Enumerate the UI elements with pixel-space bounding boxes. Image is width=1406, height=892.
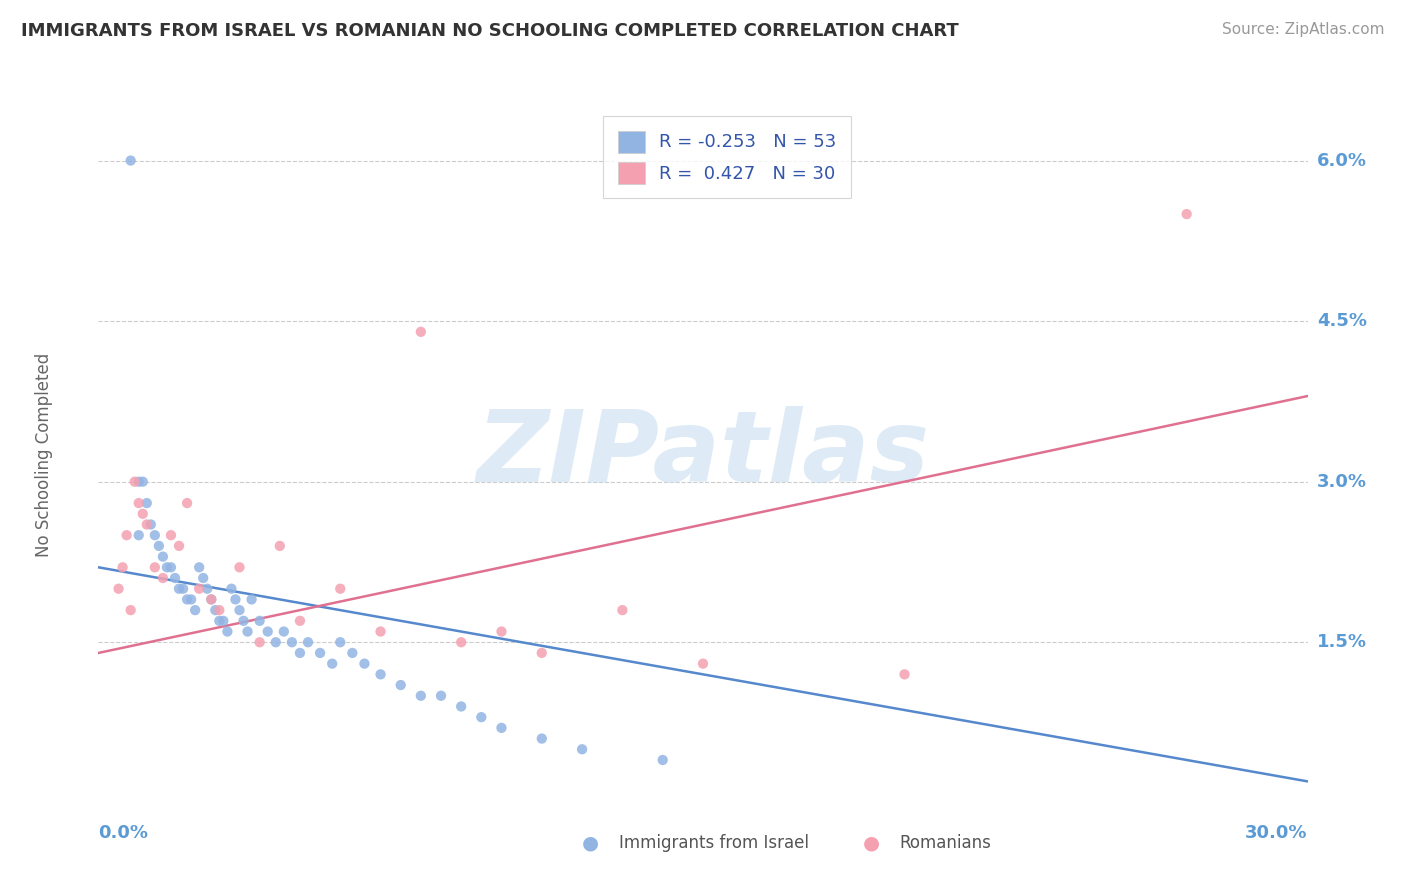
Point bbox=[288, 614, 311, 628]
Point bbox=[143, 528, 166, 542]
Point bbox=[389, 678, 412, 692]
Legend: R = -0.253   N = 53, R =  0.427   N = 30: R = -0.253 N = 53, R = 0.427 N = 30 bbox=[603, 116, 851, 198]
Text: 4.5%: 4.5% bbox=[1317, 312, 1367, 330]
Point bbox=[530, 646, 553, 660]
Point bbox=[107, 582, 129, 596]
Point bbox=[193, 571, 215, 585]
Point bbox=[188, 582, 211, 596]
Point bbox=[893, 667, 915, 681]
Point bbox=[409, 325, 432, 339]
Point bbox=[321, 657, 343, 671]
Point bbox=[188, 560, 211, 574]
Point bbox=[530, 731, 553, 746]
Text: ZIPatlas: ZIPatlas bbox=[477, 407, 929, 503]
Point bbox=[167, 582, 190, 596]
Point bbox=[491, 624, 513, 639]
Point bbox=[651, 753, 673, 767]
Point bbox=[148, 539, 170, 553]
Point bbox=[195, 582, 218, 596]
Point bbox=[160, 528, 183, 542]
Point bbox=[221, 582, 243, 596]
Point bbox=[269, 539, 291, 553]
Point bbox=[128, 528, 150, 542]
Point bbox=[128, 496, 150, 510]
Point bbox=[236, 624, 259, 639]
Point bbox=[115, 528, 138, 542]
Point bbox=[450, 699, 472, 714]
Point bbox=[135, 517, 157, 532]
Text: No Schooling Completed: No Schooling Completed bbox=[35, 353, 53, 557]
Point bbox=[329, 582, 352, 596]
Point bbox=[160, 560, 183, 574]
Point bbox=[264, 635, 287, 649]
Point bbox=[172, 582, 194, 596]
Point bbox=[342, 646, 364, 660]
Point bbox=[450, 635, 472, 649]
Point bbox=[204, 603, 226, 617]
Point bbox=[430, 689, 453, 703]
Text: IMMIGRANTS FROM ISRAEL VS ROMANIAN NO SCHOOLING COMPLETED CORRELATION CHART: IMMIGRANTS FROM ISRAEL VS ROMANIAN NO SC… bbox=[21, 22, 959, 40]
Point bbox=[309, 646, 332, 660]
Point bbox=[297, 635, 319, 649]
Text: 30.0%: 30.0% bbox=[1246, 823, 1308, 842]
Text: ●: ● bbox=[582, 833, 599, 853]
Point bbox=[124, 475, 146, 489]
Point bbox=[256, 624, 278, 639]
Point bbox=[1175, 207, 1198, 221]
Point bbox=[470, 710, 492, 724]
Point bbox=[273, 624, 295, 639]
Point bbox=[281, 635, 304, 649]
Point bbox=[156, 560, 179, 574]
Point bbox=[176, 496, 198, 510]
Point bbox=[120, 153, 142, 168]
Point bbox=[228, 603, 250, 617]
Point bbox=[409, 689, 432, 703]
Point bbox=[128, 475, 150, 489]
Point bbox=[176, 592, 198, 607]
Point bbox=[288, 646, 311, 660]
Point bbox=[353, 657, 375, 671]
Point bbox=[139, 517, 162, 532]
Point bbox=[249, 614, 271, 628]
Point bbox=[232, 614, 254, 628]
Point bbox=[167, 539, 190, 553]
Point bbox=[132, 507, 155, 521]
Point bbox=[228, 560, 250, 574]
Point bbox=[491, 721, 513, 735]
Point bbox=[200, 592, 222, 607]
Text: ●: ● bbox=[863, 833, 880, 853]
Point bbox=[152, 571, 174, 585]
Point bbox=[163, 571, 186, 585]
Point bbox=[370, 624, 392, 639]
Text: 3.0%: 3.0% bbox=[1317, 473, 1367, 491]
Point bbox=[180, 592, 202, 607]
Point bbox=[143, 560, 166, 574]
Point bbox=[571, 742, 593, 756]
Point bbox=[132, 475, 155, 489]
Point bbox=[135, 496, 157, 510]
Point bbox=[370, 667, 392, 681]
Point bbox=[217, 624, 239, 639]
Point bbox=[152, 549, 174, 564]
Point bbox=[612, 603, 634, 617]
Point bbox=[329, 635, 352, 649]
Point bbox=[212, 614, 235, 628]
Text: 1.5%: 1.5% bbox=[1317, 633, 1367, 651]
Text: 0.0%: 0.0% bbox=[98, 823, 149, 842]
Point bbox=[184, 603, 207, 617]
Point bbox=[224, 592, 246, 607]
Point bbox=[120, 603, 142, 617]
Point bbox=[208, 603, 231, 617]
Point bbox=[200, 592, 222, 607]
Point bbox=[208, 614, 231, 628]
Text: Romanians: Romanians bbox=[900, 834, 991, 852]
Point bbox=[111, 560, 134, 574]
Text: Immigrants from Israel: Immigrants from Israel bbox=[619, 834, 808, 852]
Point bbox=[249, 635, 271, 649]
Point bbox=[240, 592, 263, 607]
Text: Source: ZipAtlas.com: Source: ZipAtlas.com bbox=[1222, 22, 1385, 37]
Point bbox=[692, 657, 714, 671]
Text: 6.0%: 6.0% bbox=[1317, 152, 1367, 169]
